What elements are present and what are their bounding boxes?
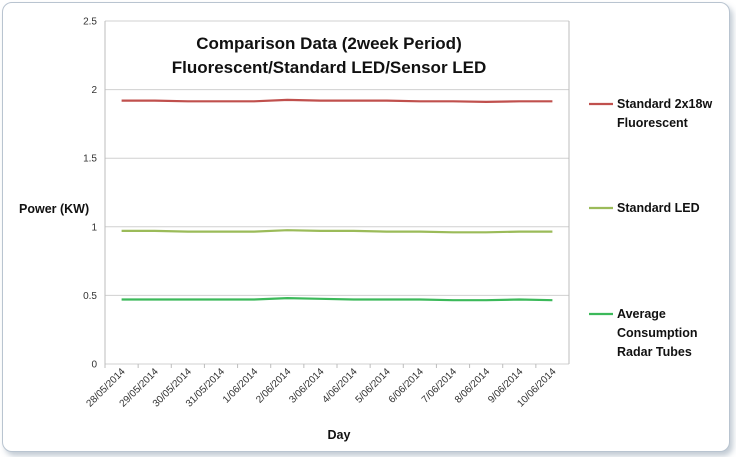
legend: Standard 2x18w Fluorescent Standard LED Ave… — [589, 97, 712, 359]
y-axis-ticks: 0 0.5 1 1.5 2 2.5 — [83, 17, 97, 371]
legend-label-2: Standard LED — [617, 201, 700, 215]
legend-label-3: Radar Tubes — [617, 345, 692, 359]
x-axis-title: Day — [328, 428, 351, 442]
y-tick-label: 1.5 — [83, 154, 97, 165]
x-axis-ticks: 28/05/201429/05/201430/05/201431/05/2014… — [85, 364, 559, 410]
legend-label-1: Fluorescent — [617, 116, 689, 130]
y-tick-label: 1 — [91, 222, 97, 233]
y-tick-label: 0 — [91, 360, 97, 371]
chart-frame: 0 0.5 1 1.5 2 2.5 28/05/2014 29/05/2014 30/05/2… — [2, 2, 730, 452]
legend-label-1: Standard 2x18w — [617, 97, 712, 111]
legend-label-3: Consumption — [617, 326, 698, 340]
y-tick-label: 2.5 — [83, 17, 97, 28]
chart-title-line-2: Fluorescent/Standard LED/Sensor LED — [172, 58, 487, 77]
line-chart: 0 0.5 1 1.5 2 2.5 28/05/201429/05/201430/05/2… — [19, 17, 712, 443]
gridlines — [104, 20, 570, 365]
series-line-1 — [121, 98, 553, 104]
y-tick-label: 0.5 — [83, 291, 97, 302]
y-tick-label: 2 — [91, 85, 97, 96]
series-lines — [121, 98, 553, 302]
series-line-3 — [121, 297, 553, 302]
legend-label-3: Average — [617, 307, 666, 321]
chart-title-line-1: Comparison Data (2week Period) — [196, 34, 461, 53]
series-line-2 — [121, 229, 553, 234]
y-axis-title: Power (KW) — [19, 202, 89, 216]
